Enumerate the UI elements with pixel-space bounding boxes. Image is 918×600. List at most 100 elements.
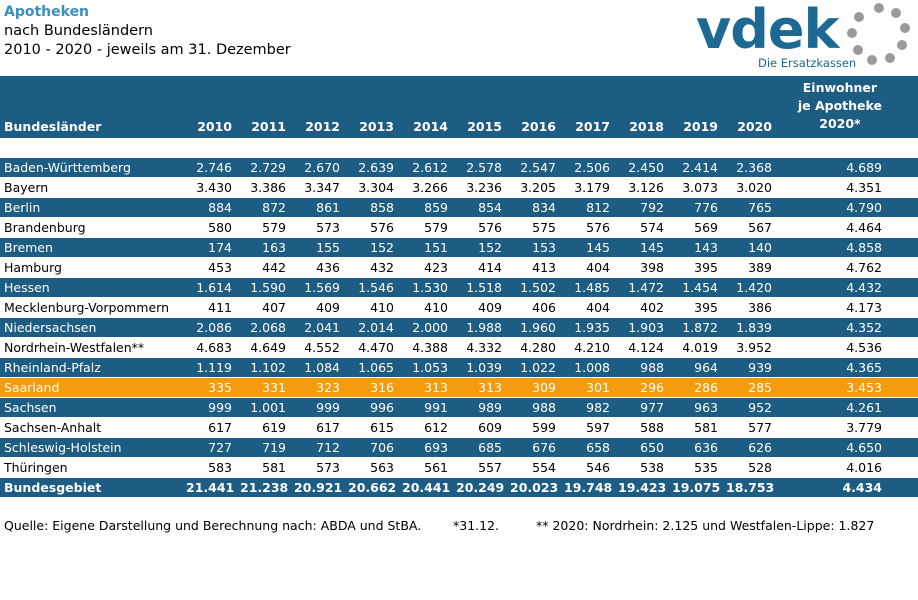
table-cell: 834 — [532, 200, 556, 215]
table-cell: 323 — [316, 380, 340, 395]
table-row: Niedersachsen 2.086 2.068 2.041 2.014 2.000 1.… — [0, 318, 918, 337]
table-cell: 719 — [262, 440, 286, 455]
table-cell: 151 — [424, 240, 448, 255]
table-cell: 3.179 — [574, 180, 610, 195]
table-cell: 1.960 — [520, 320, 556, 335]
table-cell: 453 — [208, 260, 232, 275]
table-cell: 1.454 — [682, 280, 718, 295]
table-cell: 4.649 — [250, 340, 286, 355]
einwohner-cell: 4.464 — [846, 220, 882, 235]
row-label: Rheinland-Pfalz — [4, 360, 101, 375]
header-year: 2014 — [413, 119, 448, 134]
table-cell: 406 — [532, 300, 556, 315]
table-cell: 316 — [370, 380, 394, 395]
table-cell: 313 — [424, 380, 448, 395]
table-cell: 1.590 — [250, 280, 286, 295]
table-row: Hessen 1.614 1.590 1.569 1.546 1.530 1.518 1.50… — [0, 278, 918, 297]
page-date-range: 2010 - 2020 - jeweils am 31. Dezember — [4, 42, 291, 58]
header-year: 2010 — [197, 119, 232, 134]
table-cell: 2.578 — [466, 160, 502, 175]
table-cell: 982 — [586, 400, 610, 415]
table-cell: 1.053 — [412, 360, 448, 375]
table-row: Nordrhein-Westfalen** 4.683 4.649 4.552 4.47… — [0, 338, 918, 357]
table-cell: 402 — [640, 300, 664, 315]
table-cell: 576 — [478, 220, 502, 235]
table-cell: 619 — [262, 420, 286, 435]
table-cell: 3.020 — [736, 180, 772, 195]
page-title: Apotheken — [4, 4, 90, 20]
table-cell: 4.388 — [412, 340, 448, 355]
header-year: 2017 — [575, 119, 610, 134]
table-cell: 792 — [640, 200, 664, 215]
table-cell: 404 — [586, 300, 610, 315]
table-cell: 3.266 — [412, 180, 448, 195]
logo-wordmark: vdek — [696, 0, 839, 61]
table-cell: 1.614 — [196, 280, 232, 295]
row-label: Schleswig-Holstein — [4, 440, 122, 455]
einwohner-cell: 4.351 — [846, 180, 882, 195]
einwohner-cell: 4.790 — [846, 200, 882, 215]
table-cell: 861 — [316, 200, 340, 215]
table-cell: 286 — [694, 380, 718, 395]
row-label: Brandenburg — [4, 220, 86, 235]
table-cell: 538 — [640, 460, 664, 475]
table-row: Bayern 3.430 3.386 3.347 3.304 3.266 3.236 3.20… — [0, 178, 918, 197]
table-cell: 812 — [586, 200, 610, 215]
table-cell: 163 — [262, 240, 286, 255]
table-cell: 636 — [694, 440, 718, 455]
table-cell: 407 — [262, 300, 286, 315]
table-cell: 3.236 — [466, 180, 502, 195]
table-cell: 588 — [640, 420, 664, 435]
table-cell: 21.238 — [240, 480, 289, 495]
footer-source: Quelle: Eigene Darstellung und Berechnun… — [4, 518, 422, 533]
table-cell: 617 — [208, 420, 232, 435]
table-cell: 1.935 — [574, 320, 610, 335]
einwohner-cell: 4.650 — [846, 440, 882, 455]
table-row: Sachsen 999 1.001 999 996 991 989 988 982 977 963 9… — [0, 398, 918, 417]
row-label: Mecklenburg-Vorpommern — [4, 300, 169, 315]
table-cell: 706 — [370, 440, 394, 455]
table-cell: 999 — [208, 400, 232, 415]
table-cell: 939 — [748, 360, 772, 375]
table-cell: 561 — [424, 460, 448, 475]
table-cell: 20.662 — [348, 480, 397, 495]
table-cell: 4.280 — [520, 340, 556, 355]
logo-subtitle: Die Ersatzkassen — [758, 56, 857, 70]
table-cell: 765 — [748, 200, 772, 215]
table-cell: 2.368 — [736, 160, 772, 175]
table-cell: 309 — [532, 380, 556, 395]
table-cell: 174 — [208, 240, 232, 255]
table-cell: 410 — [424, 300, 448, 315]
table-cell: 626 — [748, 440, 772, 455]
table-row: Berlin 884 872 861 858 859 854 834 812 792 776 765 4… — [0, 198, 918, 217]
table-cell: 3.347 — [304, 180, 340, 195]
einwohner-cell: 4.016 — [846, 460, 882, 475]
table-cell: 658 — [586, 440, 610, 455]
table-cell: 574 — [640, 220, 664, 235]
table-cell: 395 — [694, 300, 718, 315]
table-cell: 442 — [262, 260, 286, 275]
table-cell: 2.041 — [304, 320, 340, 335]
table-cell: 20.249 — [456, 480, 505, 495]
table-cell: 2.086 — [196, 320, 232, 335]
table-cell: 554 — [532, 460, 556, 475]
header-einwohner: Einwohner je Apotheke 2020* — [797, 80, 882, 131]
table-cell: 335 — [208, 380, 232, 395]
table-cell: 1.102 — [250, 360, 286, 375]
table-cell: 977 — [640, 400, 664, 415]
table-cell: 155 — [316, 240, 340, 255]
einwohner-cell: 4.762 — [846, 260, 882, 275]
table-cell: 575 — [532, 220, 556, 235]
einwohner-cell: 4.689 — [846, 160, 882, 175]
table-cell: 301 — [586, 380, 610, 395]
row-label: Baden-Württemberg — [4, 160, 131, 175]
table-cell: 567 — [748, 220, 772, 235]
footer-note-1: *31.12. — [453, 518, 500, 533]
table-cell: 1.472 — [628, 280, 664, 295]
table-cell: 557 — [478, 460, 502, 475]
einwohner-cell: 4.352 — [846, 320, 882, 335]
table-cell: 999 — [316, 400, 340, 415]
table-cell: 331 — [262, 380, 286, 395]
table-cell: 423 — [424, 260, 448, 275]
header-bundeslaender: Bundesländer — [4, 119, 102, 134]
